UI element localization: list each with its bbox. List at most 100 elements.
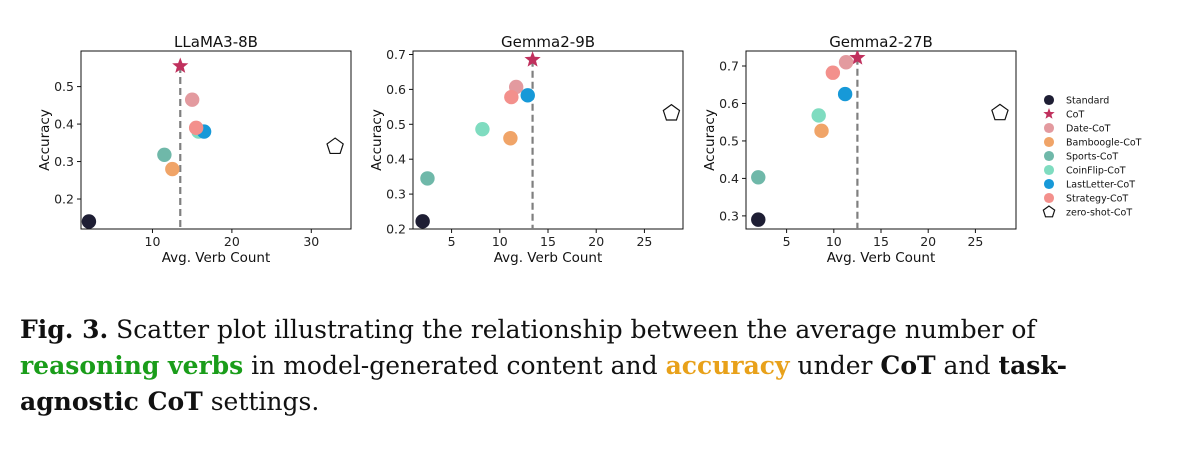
legend-item-standard: Standard xyxy=(1043,94,1109,107)
x-tick-label: 20 xyxy=(224,234,240,249)
plot-frame xyxy=(745,50,1017,230)
point-standard xyxy=(81,214,97,229)
y-tick-label: 0.3 xyxy=(386,187,406,202)
legend-label: CoinFlip-CoT xyxy=(1066,166,1126,177)
legend-marker-lastletter-cot xyxy=(1043,178,1055,190)
y-tick-label: 0.2 xyxy=(54,192,74,207)
point-strategy-cot xyxy=(504,89,519,105)
points-layer xyxy=(751,51,1009,229)
points-layer xyxy=(81,57,344,229)
scatter-panels: LLaMA3-8B 10 20 30 0.2 0.3 0.4 0.5 Avg. Verb Cou… xyxy=(37,33,1017,266)
point-date-cot xyxy=(838,55,854,70)
panel-gemma2-27b: Gemma2-27B 5 10 15 20 25 0.3 0.4 0.5 0.6 0.7 Avg. V… xyxy=(702,33,1017,266)
legend-marker-coinflip-cot xyxy=(1043,164,1055,176)
legend-label: Date-CoT xyxy=(1066,124,1111,135)
y-tick-label: 0.3 xyxy=(54,154,74,169)
legend-item-date-cot: Date-CoT xyxy=(1043,122,1111,135)
x-tick-label: 15 xyxy=(540,234,556,249)
y-tick-label: 0.6 xyxy=(719,96,739,111)
point-zero-shot-cot xyxy=(991,103,1009,121)
point-coinflip-cot xyxy=(811,108,826,123)
y-tick-label: 0.2 xyxy=(386,222,406,237)
x-tick-label: 10 xyxy=(492,234,508,249)
legend-item-strategy-cot: Strategy-CoT xyxy=(1043,192,1128,205)
legend-marker-cot xyxy=(1043,108,1055,119)
y-tick-label: 0.5 xyxy=(719,133,739,148)
x-tick-label: 25 xyxy=(967,234,983,249)
plot-frame xyxy=(412,50,684,230)
legend-item-lastletter-cot: LastLetter-CoT xyxy=(1043,178,1135,191)
legend-label: LastLetter-CoT xyxy=(1066,180,1135,191)
x-axis-label: Avg. Verb Count xyxy=(162,250,271,266)
point-coinflip-cot xyxy=(475,121,490,137)
panel-title: Gemma2-27B xyxy=(829,33,933,51)
point-zero-shot-cot xyxy=(662,103,681,121)
panel-title: Gemma2-9B xyxy=(501,33,595,51)
y-tick-label: 0.4 xyxy=(719,171,739,186)
caption-highlight-accuracy: accuracy xyxy=(665,351,790,380)
y-tick-label: 0.4 xyxy=(386,152,406,167)
point-lastletter-cot xyxy=(520,88,535,103)
caption-bold-task-agnostic-cot: task-agnostic CoT xyxy=(20,351,1068,416)
y-axis-label: Accuracy xyxy=(702,109,718,171)
points-layer xyxy=(415,51,681,229)
point-standard xyxy=(751,212,766,227)
x-tick-label: 15 xyxy=(873,234,889,249)
point-date-cot xyxy=(184,92,200,107)
plot-frame xyxy=(80,50,352,230)
point-cot xyxy=(524,51,541,67)
legend-marker-strategy-cot xyxy=(1043,192,1055,204)
point-bamboogle-cot xyxy=(165,161,180,177)
legend-label: CoT xyxy=(1066,110,1084,121)
caption-label: Fig. 3. xyxy=(20,315,109,344)
legend-marker-sports-cot xyxy=(1043,150,1055,162)
caption-bold-cot: CoT xyxy=(880,351,936,380)
legend-marker-bamboogle-cot xyxy=(1043,136,1055,148)
legend-label: zero-shot-CoT xyxy=(1066,208,1132,219)
point-cot xyxy=(172,57,189,73)
legend: Standard CoT Date-CoT Bamboogle-CoT Sports-C… xyxy=(1042,94,1142,219)
y-tick-label: 0.7 xyxy=(719,58,739,73)
legend-item-sports-cot: Sports-CoT xyxy=(1043,150,1118,163)
point-bamboogle-cot xyxy=(814,123,829,139)
legend-label: Standard xyxy=(1066,96,1109,107)
point-cot xyxy=(849,51,866,65)
caption-text-3: under xyxy=(789,351,881,380)
legend-item-coinflip-cot: CoinFlip-CoT xyxy=(1043,164,1126,177)
figure-caption: Fig. 3. Scatter plot illustrating the re… xyxy=(20,312,1180,420)
point-standard xyxy=(415,214,430,229)
x-tick-label: 25 xyxy=(636,234,652,249)
point-lastletter-cot xyxy=(837,86,853,102)
y-tick-label: 0.6 xyxy=(386,82,406,97)
y-axis-label: Accuracy xyxy=(37,109,53,171)
y-tick-label: 0.3 xyxy=(719,208,739,223)
legend-marker-date-cot xyxy=(1043,122,1055,134)
legend-item-cot: CoT xyxy=(1043,108,1084,121)
caption-text-5: settings. xyxy=(202,387,320,416)
point-sports-cot xyxy=(420,171,435,186)
figure-canvas: LLaMA3-8B 10 20 30 0.2 0.3 0.4 0.5 Avg. Verb Cou… xyxy=(37,33,1142,266)
panel-title: LLaMA3-8B xyxy=(174,33,258,51)
caption-text-4: and xyxy=(935,351,999,380)
caption-text-2: in model-generated content and xyxy=(243,351,666,380)
x-tick-label: 10 xyxy=(145,234,161,249)
point-zero-shot-cot xyxy=(326,137,344,155)
legend-marker-zero-shot-cot xyxy=(1042,205,1056,218)
point-strategy-cot xyxy=(188,120,204,136)
legend-item-zero-shot-cot: zero-shot-CoT xyxy=(1042,205,1132,219)
x-tick-label: 30 xyxy=(303,234,319,249)
x-tick-label: 5 xyxy=(448,234,456,249)
y-tick-label: 0.7 xyxy=(386,47,406,62)
caption-highlight-reasoning-verbs: reasoning verbs xyxy=(20,351,244,380)
x-axis-label: Avg. Verb Count xyxy=(827,250,936,266)
panel-gemma2-9b: Gemma2-9B 5 10 15 20 25 0.2 0.3 0.4 0.5 0.6 0.7 Avg.… xyxy=(369,33,684,266)
point-bamboogle-cot xyxy=(503,131,518,146)
y-tick-label: 0.4 xyxy=(54,117,74,132)
y-tick-label: 0.5 xyxy=(54,79,74,94)
y-tick-label: 0.5 xyxy=(386,117,406,132)
caption-text-1: Scatter plot illustrating the relationsh… xyxy=(108,315,1036,344)
y-axis-label: Accuracy xyxy=(369,109,385,171)
point-sports-cot xyxy=(751,170,766,185)
x-tick-label: 20 xyxy=(920,234,936,249)
x-axis-label: Avg. Verb Count xyxy=(494,250,603,266)
